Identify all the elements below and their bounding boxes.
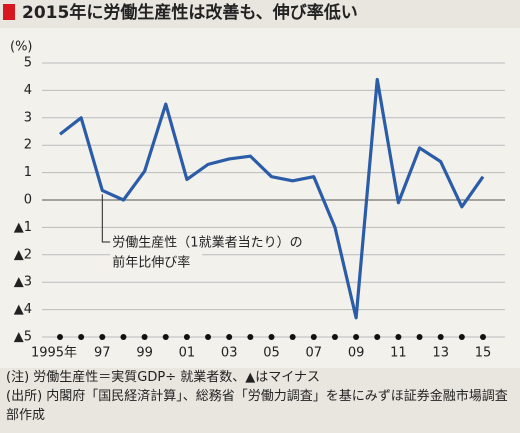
plot-background	[0, 28, 520, 368]
x-tick-label: 09	[348, 346, 365, 361]
annotation-leader	[101, 194, 111, 243]
x-tick-dot	[331, 334, 338, 340]
annotation-bg	[110, 233, 333, 252]
title-marker	[3, 4, 15, 20]
chart: 2015年に労働生産性は改善も、伸び率低い (%) ▲5▲4▲3▲2▲10123…	[0, 2, 520, 368]
x-tick-dot	[247, 334, 254, 340]
x-tick-label: 15	[475, 346, 492, 361]
x-tick-dot	[480, 334, 486, 340]
x-tick-dot	[458, 334, 465, 340]
x-tick-dot	[205, 334, 212, 340]
notes: (注) 労働生産性＝実質GDP÷ 就業者数、▲はマイナス (出所) 内閣府「国民経…	[6, 368, 514, 425]
x-tick-dot	[183, 334, 190, 340]
x-tick-label: 1995年	[31, 346, 77, 361]
y-tick-label: 1	[24, 165, 32, 180]
x-tick-label: 99	[136, 346, 153, 361]
y-tick-label: ▲4	[14, 302, 32, 317]
y-tick-label: ▲1	[14, 220, 32, 235]
x-tick-dot	[141, 334, 148, 340]
note: (注) 労働生産性＝実質GDP÷ 就業者数、▲はマイナス	[6, 370, 320, 385]
x-tick-dot	[57, 334, 63, 340]
x-tick-dot	[416, 334, 423, 340]
x-tick-label: 97	[94, 346, 111, 361]
x-tick-dot	[268, 334, 275, 340]
x-tick-dot	[353, 334, 360, 340]
x-tick-dot	[374, 334, 381, 340]
x-tick-label: 01	[179, 346, 196, 361]
annotation-bg	[110, 253, 203, 272]
x-tick-dot	[120, 334, 127, 340]
chart-title: 2015年に労働生産性は改善も、伸び率低い	[22, 2, 358, 23]
y-tick-label: 3	[24, 110, 32, 125]
y-tick-label: ▲5	[14, 330, 32, 345]
x-tick-dot	[162, 334, 169, 340]
x-tick-dot	[78, 334, 85, 340]
x-tick-dot	[395, 334, 402, 340]
x-tick-dot	[310, 334, 317, 340]
annotation: 労働生産性（1就業者当たり）の	[112, 235, 302, 251]
y-tick-label: 2	[24, 138, 32, 153]
x-tick-label: 05	[263, 346, 280, 361]
annotation: 前年比伸び率	[112, 255, 190, 271]
x-tick-dot	[99, 334, 106, 340]
y-tick-label: ▲3	[14, 275, 32, 290]
x-tick-label: 13	[432, 346, 449, 361]
y-tick-label: 4	[24, 83, 32, 98]
y-unit: (%)	[10, 40, 33, 55]
x-tick-dot	[226, 334, 233, 340]
note: (出所) 内閣府「国民経済計算」、総務省「労働力調査」を基にみずほ証券金融市場調…	[6, 389, 508, 423]
x-tick-label: 11	[390, 346, 407, 361]
y-tick-label: 5	[24, 56, 32, 71]
data-line	[59, 77, 485, 320]
x-tick-label: 03	[221, 346, 238, 361]
y-tick-label: ▲2	[14, 247, 32, 262]
x-tick-dot	[437, 334, 444, 340]
x-tick-label: 07	[306, 346, 323, 361]
y-tick-label: 0	[24, 193, 32, 208]
x-tick-dot	[289, 334, 296, 340]
